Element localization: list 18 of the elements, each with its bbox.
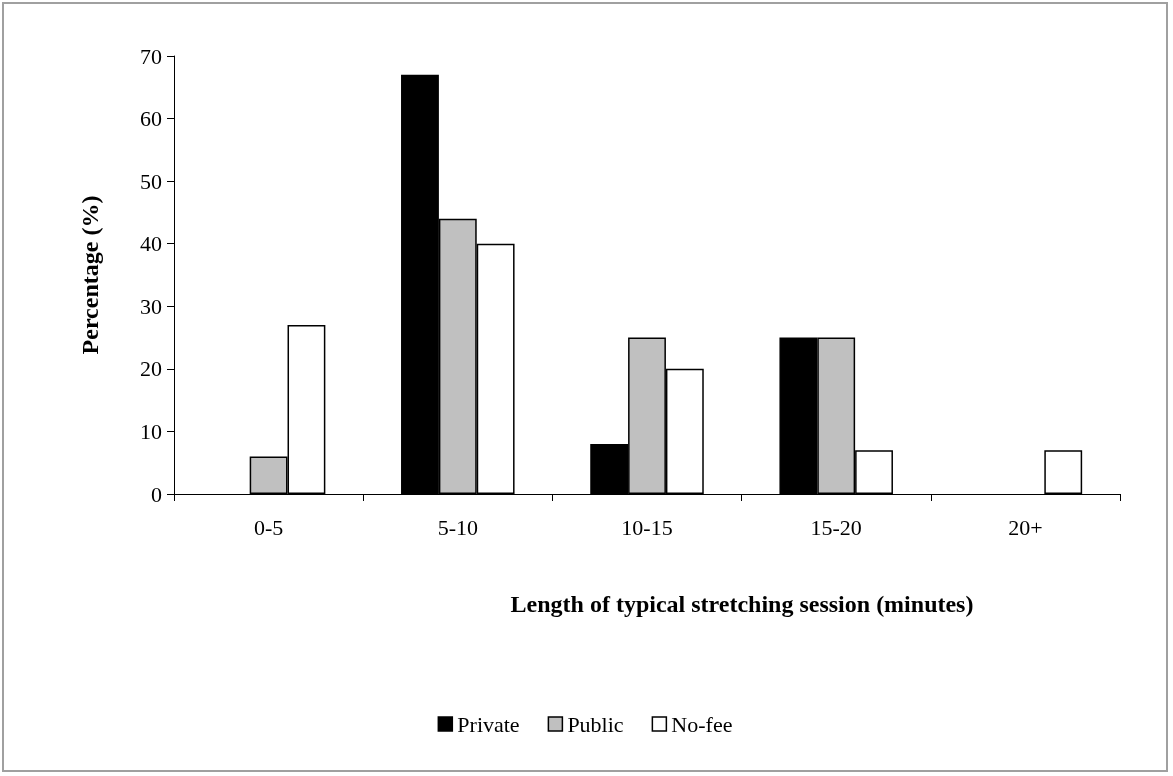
y-tick-label: 70 [140, 43, 162, 69]
y-tick-label: 50 [140, 168, 162, 194]
x-tick-label: 0-5 [253, 514, 284, 540]
x-tick-label: 20+ [1008, 514, 1043, 540]
y-tick-label: 0 [151, 481, 162, 507]
y-tick-label: 40 [140, 231, 162, 257]
legend-label: Private [457, 711, 520, 737]
x-tick-label: 5-10 [437, 514, 478, 540]
y-tick-label: 30 [140, 293, 162, 319]
x-tick-label: 10-15 [621, 514, 673, 540]
y-tick-label: 60 [140, 106, 162, 132]
x-tick-label: 15-20 [810, 514, 862, 540]
y-axis-title: Percentage (%) [77, 195, 103, 355]
x-axis-title: Length of typical stretching session (minutes) [510, 591, 974, 617]
legend-label: No-fee [671, 711, 733, 737]
legend-label: Public [567, 711, 624, 737]
y-tick-label: 20 [140, 356, 162, 382]
y-tick-label: 10 [140, 418, 162, 444]
